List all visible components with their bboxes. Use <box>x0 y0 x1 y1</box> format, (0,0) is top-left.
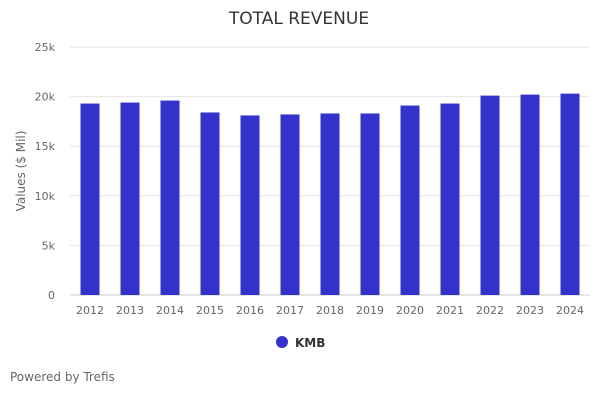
x-tick-label: 2015 <box>196 304 224 317</box>
bar-2013[interactable] <box>120 102 140 295</box>
x-tick-label: 2019 <box>356 304 384 317</box>
y-axis-ticks: 0 5k 10k 15k 20k 25k <box>35 41 56 302</box>
bar-2017[interactable] <box>280 114 300 296</box>
bar-2015[interactable] <box>200 112 220 295</box>
bar-2023[interactable] <box>520 94 540 295</box>
y-tick-label: 15k <box>35 140 56 153</box>
chart-title: TOTAL REVENUE <box>228 9 369 29</box>
x-tick-label: 2024 <box>556 304 584 317</box>
x-tick-label: 2013 <box>116 304 144 317</box>
x-axis-ticks: 2012 2013 2014 2015 2016 2017 2018 2019 2020 2021… <box>76 304 584 317</box>
y-tick-label: 10k <box>35 190 56 203</box>
legend-marker-icon[interactable] <box>276 336 288 348</box>
bar-2024[interactable] <box>560 93 580 296</box>
bar-2016[interactable] <box>240 115 260 295</box>
y-axis-title: Values ($ Mil) <box>14 131 28 212</box>
y-tick-label: 0 <box>48 289 55 302</box>
bar-2021[interactable] <box>440 103 460 295</box>
bar-2018[interactable] <box>320 113 340 296</box>
legend-label-kmb[interactable]: KMB <box>295 336 325 350</box>
x-tick-label: 2016 <box>236 304 264 317</box>
y-tick-label: 25k <box>35 41 56 54</box>
x-tick-label: 2022 <box>476 304 504 317</box>
y-tick-label: 5k <box>42 239 56 252</box>
x-tick-label: 2020 <box>396 304 424 317</box>
x-tick-label: 2021 <box>436 304 464 317</box>
x-tick-label: 2014 <box>156 304 184 317</box>
legend[interactable]: KMB <box>276 336 325 350</box>
x-tick-label: 2018 <box>316 304 344 317</box>
y-tick-label: 20k <box>35 91 56 104</box>
bars <box>80 93 580 296</box>
bar-2020[interactable] <box>400 105 420 295</box>
x-tick-label: 2017 <box>276 304 304 317</box>
powered-by-footer: Powered by Trefis <box>10 370 115 384</box>
bar-2014[interactable] <box>160 100 180 296</box>
x-tick-label: 2023 <box>516 304 544 317</box>
bar-2022[interactable] <box>480 95 500 295</box>
bar-2012[interactable] <box>80 103 100 295</box>
bar-2019[interactable] <box>360 113 380 296</box>
x-tick-label: 2012 <box>76 304 104 317</box>
